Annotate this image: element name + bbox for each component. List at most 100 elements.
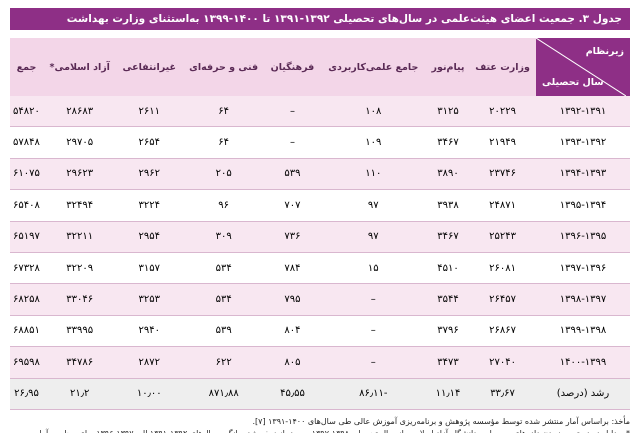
cell: ۶۸۲۵۸: [10, 283, 43, 316]
cell: ۱۳۹۷-۱۳۹۶: [536, 252, 630, 285]
cell: ۱۳۹۸-۱۳۹۷: [536, 283, 630, 316]
cell: ۲۹۶۲۳: [42, 158, 117, 191]
cell: ۳۴۶۷: [426, 221, 470, 253]
cell: ۳۴۷۸۶: [42, 346, 117, 379]
cell: ۴۵٫۵۵: [265, 378, 320, 410]
cell: رشد (درصد): [536, 378, 630, 410]
cell: ۳۷۹۶: [426, 315, 470, 348]
cell: ۲۹۷۰۵: [42, 126, 117, 159]
cell: ۶۵۴۰۸: [10, 189, 43, 222]
column-header: پیام‌نور: [426, 38, 470, 96]
column-header: فرهنگیان: [265, 38, 320, 96]
corner-bottom: سال تحصیلی: [542, 77, 604, 88]
cell: ۲۰۵: [182, 158, 266, 191]
cell: ۲۶۸۶۷: [469, 315, 536, 348]
cell: ۵۴۸۲۰: [10, 96, 43, 128]
cell: ۳۰۹: [182, 221, 266, 253]
cell: ۳۲۵۳: [116, 283, 183, 316]
table-row: ۱۳۹۸-۱۳۹۷ ۲۶۴۵۷ ۳۵۴۴–۷۹۵ ۵۳۴ ۳۲۵۳ ۳۳۰۴۶ ۶۸۲۵۸: [10, 283, 630, 316]
column-header: جمع: [10, 38, 43, 96]
cell: ۶۹۵۹۸: [10, 346, 43, 379]
cell: ۱۰٫۰۰: [116, 378, 183, 410]
cell: ۲۵۲۴۳: [469, 221, 536, 253]
cell: ۱۵: [319, 252, 427, 285]
cell: ۷۳۶: [265, 221, 320, 253]
cell: ۲۱۹۴۹: [469, 126, 536, 159]
cell: ۱۱٫۱۴: [426, 378, 470, 410]
cell: ۲۹۶۲: [116, 158, 183, 191]
column-header: فنی و حرفه‌ای: [182, 38, 266, 96]
cell: ۳۱۲۵: [426, 96, 470, 128]
cell: ۵۳۹: [182, 315, 266, 348]
cell: ۵۷۸۴۸: [10, 126, 43, 159]
cell: ۲۹۵۴: [116, 221, 183, 253]
page: جدول ۳. جمعیت اعضای هیئت‌علمی در سال‌های…: [0, 8, 640, 433]
column-header: جامع علمی‌کاربردی: [319, 38, 427, 96]
cell: ۶۸۸۵۱: [10, 315, 43, 348]
cell: ۲۶۰۸۱: [469, 252, 536, 285]
cell: ۱۳۹۴-۱۳۹۳: [536, 158, 630, 191]
cell: ۲۶۱۱: [116, 96, 183, 128]
table-row: ۱۴۰۰-۱۳۹۹ ۲۷۰۴۰ ۳۴۷۳–۸۰۵ ۶۲۲ ۲۸۷۲ ۳۴۷۸۶ ۶۹۵۹۸: [10, 346, 630, 379]
cell: ۶۷۳۲۸: [10, 252, 43, 285]
cell: ۵۳۴: [182, 283, 266, 316]
corner-cell: زیرنظام سال تحصیلی: [536, 38, 630, 96]
table-row: ۱۳۹۳-۱۳۹۲ ۲۱۹۴۹ ۳۴۶۷ ۱۰۹–۶۴ ۲۶۵۴ ۲۹۷۰۵ ۵۷۸۴۸: [10, 126, 630, 159]
cell: ۳۴۶۷: [426, 126, 470, 159]
table-title: جدول ۳. جمعیت اعضای هیئت‌علمی در سال‌های…: [10, 8, 630, 30]
cell: -۸۶٫۱۱: [319, 378, 427, 410]
cell: ۳۲۲۰۹: [42, 252, 117, 285]
cell: ۳۹۳۸: [426, 189, 470, 222]
column-header: آزاد اسلامی*: [42, 38, 117, 96]
column-header: وزارت عتف: [469, 38, 536, 96]
cell: ۳۲۲۴: [116, 189, 183, 222]
cell: ۱۳۹۹-۱۳۹۸: [536, 315, 630, 348]
cell: ۲۶۴۵۷: [469, 283, 536, 316]
cell: ۳۳٫۶۷: [469, 378, 536, 410]
cell: ۲۹۴۰: [116, 315, 183, 348]
header-row: زیرنظام سال تحصیلی وزارت عتف پیام‌نور جامع…: [10, 38, 630, 96]
cell: ۲۷۰۴۰: [469, 346, 536, 379]
table-row: ۱۳۹۶-۱۳۹۵ ۲۵۲۴۳ ۳۴۶۷ ۹۷ ۷۳۶ ۳۰۹ ۲۹۵۴ ۳۲۲۱۱ ۶۵۱۹۷: [10, 221, 630, 253]
cell: ۲۳۷۴۶: [469, 158, 536, 191]
cell: ۲۶٫۹۵: [10, 378, 43, 410]
cell: ۳۳۹۹۵: [42, 315, 117, 348]
cell: ۹۶: [182, 189, 266, 222]
cell: ۱۳۹۲-۱۳۹۱: [536, 96, 630, 128]
cell: ۱۳۹۵-۱۳۹۴: [536, 189, 630, 222]
column-header: غیرانتفاعی: [116, 38, 183, 96]
cell: ۲۸۶۸۳: [42, 96, 117, 128]
cell: ۳۱۵۷: [116, 252, 183, 285]
cell: ۱۳۹۳-۱۳۹۲: [536, 126, 630, 159]
table-row: ۱۳۹۵-۱۳۹۴ ۲۴۸۷۱ ۳۹۳۸ ۹۷ ۷۰۷ ۹۶ ۳۲۲۴ ۳۲۴۹۴ ۶۵۴۰۸: [10, 189, 630, 222]
cell: ۲۸۷۲: [116, 346, 183, 379]
cell: ۱۴۰۰-۱۳۹۹: [536, 346, 630, 379]
cell: ۳۲۲۱۱: [42, 221, 117, 253]
cell: ۵۳۹: [265, 158, 320, 191]
cell: ۲۴۸۷۱: [469, 189, 536, 222]
cell: ۱۱۰: [319, 158, 427, 191]
cell: ۷۰۷: [265, 189, 320, 222]
cell: ۱۰۸: [319, 96, 427, 128]
cell: ۲۰۲۲۹: [469, 96, 536, 128]
cell: ۸۰۴: [265, 315, 320, 348]
cell: ۳۴۷۳: [426, 346, 470, 379]
table-row: ۱۳۹۷-۱۳۹۶ ۲۶۰۸۱ ۴۵۱۰ ۱۵ ۷۸۴ ۵۳۴ ۳۱۵۷ ۳۲۲۰۹ ۶۷۳۲۸: [10, 252, 630, 285]
table-row: رشد (درصد) ۳۳٫۶۷ ۱۱٫۱۴ -۸۶٫۱۱ ۴۵٫۵۵ ۸۷۱٫۸۸ ۱۰٫…: [10, 378, 630, 410]
cell: ۷۸۴: [265, 252, 320, 285]
cell: ۲۱٫۲: [42, 378, 117, 410]
cell: ۳۸۹۰: [426, 158, 470, 191]
table: زیرنظام سال تحصیلی وزارت عتف پیام‌نور جامع…: [10, 38, 630, 410]
table-row: ۱۳۹۴-۱۳۹۳ ۲۳۷۴۶ ۳۸۹۰ ۱۱۰ ۵۳۹ ۲۰۵ ۲۹۶۲ ۲۹۶۲۳ ۶۱۰۷…: [10, 158, 630, 191]
cell: ۸۷۱٫۸۸: [182, 378, 266, 410]
cell: ۶۲۲: [182, 346, 266, 379]
cell: ۶۴: [182, 96, 266, 128]
cell: ۶۴: [182, 126, 266, 159]
cell: –: [319, 283, 427, 316]
note: مأخذ: براساس آمار منتشر شده توسط مؤسسه پ…: [252, 416, 630, 426]
cell: ۱۳۹۶-۱۳۹۵: [536, 221, 630, 253]
cell: ۳۲۴۹۴: [42, 189, 117, 222]
cell: ۹۷: [319, 221, 427, 253]
cell: –: [319, 315, 427, 348]
diagonal: [536, 38, 626, 96]
